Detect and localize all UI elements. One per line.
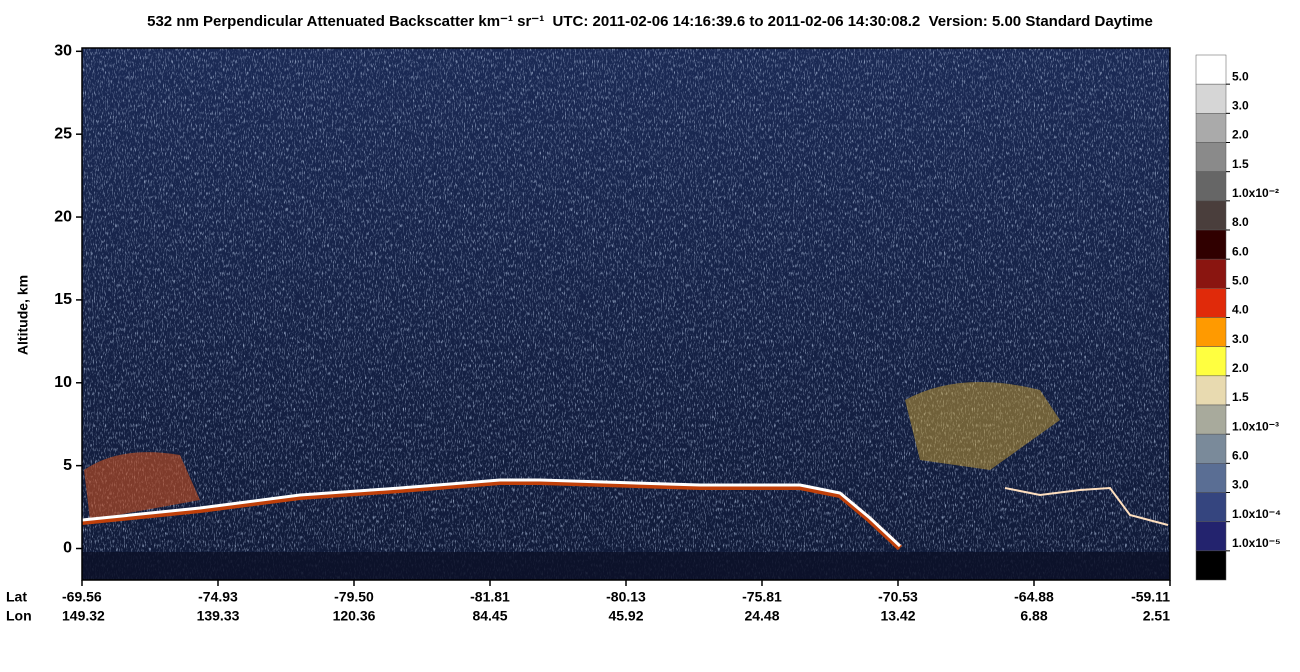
- colorbar-label: 1.5: [1232, 390, 1249, 404]
- colorbar-segment: [1195, 288, 1227, 318]
- colorbar-label: 6.0: [1232, 244, 1249, 258]
- y-tick-label: 0: [63, 540, 72, 557]
- colorbar-segment: [1195, 54, 1227, 85]
- colorbar-label: 1.0x10⁻⁵: [1232, 536, 1281, 550]
- colorbar-segment: [1195, 463, 1227, 493]
- colorbar-label: 3.0: [1232, 478, 1249, 492]
- lon-label: 45.92: [608, 608, 643, 624]
- colorbar-segment: [1195, 521, 1227, 552]
- y-tick-label: 20: [54, 208, 72, 225]
- colorbar-label: 2.0: [1232, 128, 1249, 142]
- y-tick-label: 5: [63, 457, 72, 474]
- colorbar-segment: [1195, 346, 1227, 377]
- lon-label: 13.42: [880, 608, 915, 624]
- colorbar-label: 2.0: [1232, 361, 1249, 375]
- lat-label: -69.56: [62, 589, 102, 605]
- chart-title: 532 nm Perpendicular Attenuated Backscat…: [147, 13, 1153, 30]
- lon-label: 120.36: [333, 608, 376, 624]
- lat-label: -70.53: [878, 589, 918, 605]
- lon-label: 139.33: [197, 608, 240, 624]
- lat-label: -79.50: [334, 589, 374, 605]
- colorbar-segment: [1195, 550, 1227, 581]
- surface-return: [1004, 486, 1169, 526]
- colorbar-segment: [1195, 433, 1227, 464]
- colorbar-label: 3.0: [1232, 332, 1249, 346]
- colorbar-segment: [1195, 171, 1227, 202]
- colorbar-label: 1.5: [1232, 157, 1249, 171]
- y-tick-label: 30: [54, 43, 72, 60]
- y-tick-label: 10: [54, 374, 72, 391]
- signal-noise: [82, 48, 1170, 580]
- lat-label: -80.13: [606, 589, 646, 605]
- colorbar-segment: [1195, 375, 1227, 406]
- colorbar-segment: [1195, 83, 1227, 114]
- colorbar-segment: [1195, 258, 1227, 289]
- lat-label: -59.11: [1131, 589, 1170, 605]
- cloud: [905, 382, 1060, 470]
- y-tick-label: 15: [54, 291, 72, 308]
- lon-label: 2.51: [1143, 608, 1170, 624]
- lat-label: -75.81: [742, 589, 782, 605]
- colorbar-segment: [1195, 317, 1227, 347]
- x-row-label: Lon: [6, 608, 32, 624]
- y-tick-label: 25: [54, 125, 72, 142]
- lat-label: -81.81: [470, 589, 510, 605]
- colorbar-label: 1.0x10⁻²: [1232, 186, 1279, 200]
- colorbar-segment: [1195, 229, 1227, 260]
- colorbar-label: 1.0x10⁻⁴: [1232, 507, 1281, 521]
- lon-label: 84.45: [472, 608, 507, 624]
- colorbar-segment: [1195, 492, 1227, 522]
- colorbar-label: 5.0: [1232, 274, 1249, 288]
- lat-label: -74.93: [198, 589, 238, 605]
- x-row-label: Lat: [6, 589, 27, 605]
- colorbar-label: 3.0: [1232, 99, 1249, 113]
- cloud: [84, 452, 200, 520]
- plot-area: [81, 47, 1171, 581]
- lon-label: 6.88: [1020, 608, 1047, 624]
- lon-label: 24.48: [744, 608, 779, 624]
- subsurface: [82, 552, 1170, 580]
- colorbar-segment: [1195, 404, 1227, 435]
- colorbar-label: 4.0: [1232, 303, 1249, 317]
- colorbar-segment: [1195, 142, 1227, 172]
- colorbar-segment: [1195, 200, 1227, 231]
- colorbar-label: 5.0: [1232, 69, 1249, 83]
- colorbar-label: 1.0x10⁻³: [1232, 419, 1279, 433]
- colorbar-segment: [1195, 113, 1227, 143]
- surface-return: [81, 478, 902, 548]
- y-axis-label: Altitude, km: [15, 275, 31, 355]
- colorbar-label: 6.0: [1232, 449, 1249, 463]
- lon-label: 149.32: [62, 608, 105, 624]
- colorbar-label: 8.0: [1232, 215, 1249, 229]
- surface-return: [81, 479, 903, 551]
- lat-label: -64.88: [1014, 589, 1054, 605]
